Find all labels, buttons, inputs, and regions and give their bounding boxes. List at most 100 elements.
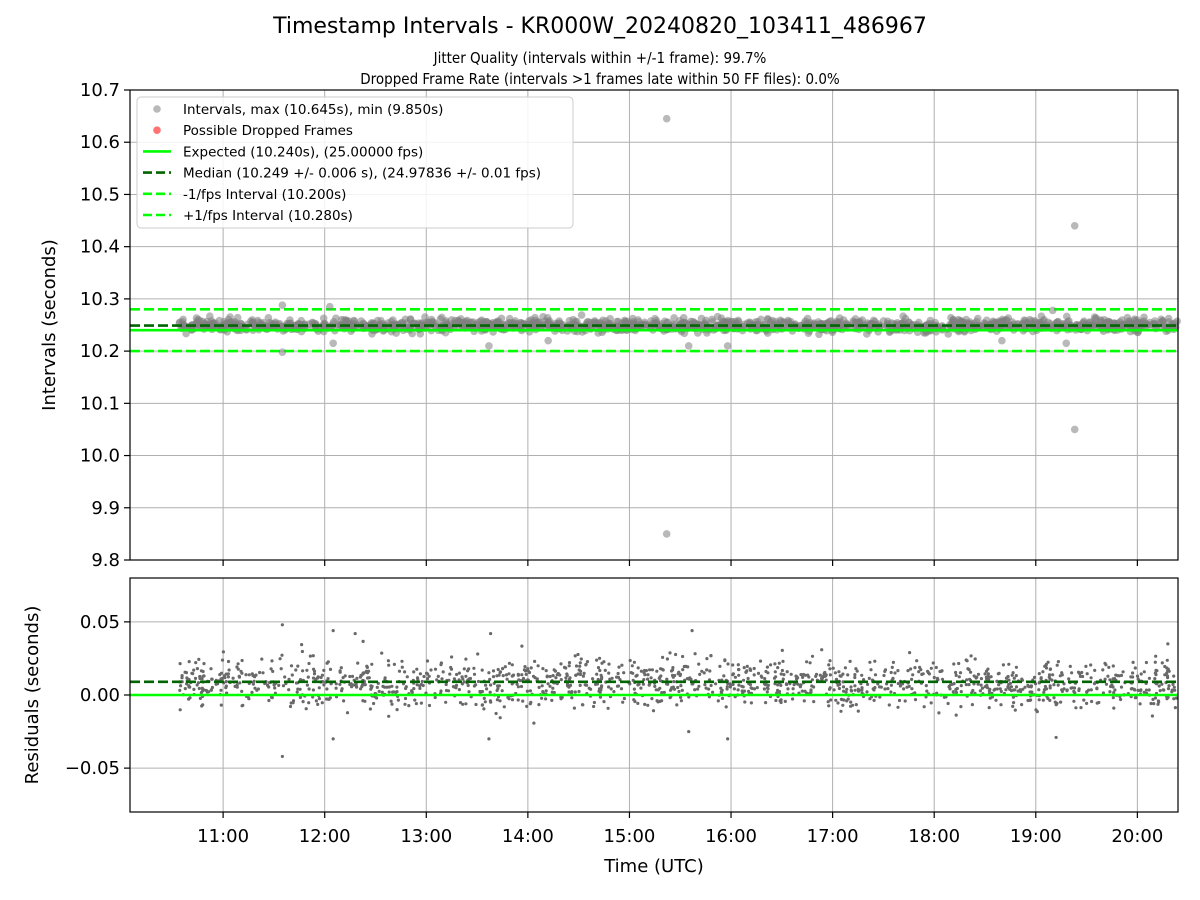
data-point xyxy=(1138,702,1142,706)
data-point xyxy=(1156,702,1160,706)
data-point xyxy=(649,676,653,680)
data-point xyxy=(763,683,768,687)
data-point xyxy=(937,711,941,715)
data-point xyxy=(545,674,549,678)
data-point xyxy=(709,683,713,688)
data-point xyxy=(485,687,489,691)
data-point xyxy=(658,686,662,690)
data-point xyxy=(1173,706,1177,710)
data-point xyxy=(400,665,404,669)
data-point xyxy=(488,677,492,682)
data-point xyxy=(192,668,196,672)
data-point xyxy=(896,705,900,709)
data-point xyxy=(766,683,771,687)
data-point xyxy=(853,688,857,692)
data-point xyxy=(467,667,471,671)
data-point xyxy=(544,669,548,673)
data-point xyxy=(244,673,248,677)
data-point xyxy=(622,671,626,675)
data-point xyxy=(180,674,184,678)
data-point xyxy=(258,670,262,675)
data-point xyxy=(698,672,702,677)
data-point xyxy=(744,670,748,674)
data-point xyxy=(570,696,574,700)
data-point xyxy=(558,673,562,677)
data-point xyxy=(1029,685,1033,689)
data-point xyxy=(550,690,554,694)
data-point xyxy=(539,313,547,321)
data-point xyxy=(202,662,206,666)
data-point xyxy=(994,698,998,702)
data-point xyxy=(506,695,510,700)
data-point xyxy=(413,698,417,702)
data-point xyxy=(1043,684,1047,689)
data-point xyxy=(1119,697,1123,702)
outlier-point xyxy=(331,629,335,633)
data-point xyxy=(808,661,812,665)
data-point xyxy=(954,690,959,695)
data-point xyxy=(705,668,709,672)
data-point xyxy=(1011,695,1016,699)
data-point xyxy=(959,684,963,688)
data-point xyxy=(319,321,328,330)
data-point xyxy=(380,690,384,694)
data-point xyxy=(1041,698,1045,702)
data-point xyxy=(776,666,780,670)
data-point xyxy=(827,663,831,667)
data-point xyxy=(1011,704,1015,709)
data-point xyxy=(312,669,317,673)
data-point xyxy=(957,675,961,679)
data-points xyxy=(178,623,1179,759)
data-point xyxy=(277,683,281,688)
data-point xyxy=(639,686,643,690)
outlier-point xyxy=(723,342,732,350)
data-point xyxy=(798,684,802,688)
data-point xyxy=(741,685,745,689)
data-point xyxy=(298,678,303,682)
data-point xyxy=(1172,697,1176,701)
data-point xyxy=(1171,682,1175,687)
data-point xyxy=(742,689,747,693)
data-point xyxy=(737,673,741,677)
outlier-point xyxy=(329,339,337,348)
data-point xyxy=(516,672,520,676)
data-point xyxy=(810,654,815,658)
data-point xyxy=(952,662,956,666)
data-point xyxy=(725,685,729,689)
data-point xyxy=(1089,688,1093,692)
data-point xyxy=(581,674,586,678)
data-point xyxy=(737,668,741,672)
data-point xyxy=(273,686,277,690)
data-point xyxy=(828,659,832,663)
data-point xyxy=(226,659,231,664)
data-point xyxy=(1119,673,1124,678)
data-point xyxy=(891,677,895,681)
data-point xyxy=(546,682,550,686)
data-point xyxy=(1090,699,1094,704)
data-point xyxy=(866,682,870,687)
data-point xyxy=(240,671,244,675)
data-point xyxy=(1095,686,1099,690)
data-point xyxy=(893,671,897,675)
data-point xyxy=(986,686,990,690)
data-point xyxy=(412,687,416,691)
data-point xyxy=(540,684,544,688)
data-point xyxy=(1039,677,1043,681)
data-point xyxy=(973,657,977,661)
data-point xyxy=(497,673,501,677)
data-point xyxy=(227,668,231,672)
data-point xyxy=(680,688,684,693)
y-tick-label: 10.2 xyxy=(80,341,120,362)
y-tick-label: 10.3 xyxy=(80,289,120,310)
data-point xyxy=(1116,674,1120,678)
data-point xyxy=(718,664,722,669)
data-point xyxy=(607,685,611,689)
data-point xyxy=(435,678,439,682)
data-point xyxy=(404,685,408,689)
data-point xyxy=(1092,682,1097,686)
data-point xyxy=(1103,677,1107,681)
data-point xyxy=(387,685,391,689)
data-point xyxy=(455,672,459,677)
data-point xyxy=(496,667,500,672)
data-point xyxy=(1048,698,1052,703)
